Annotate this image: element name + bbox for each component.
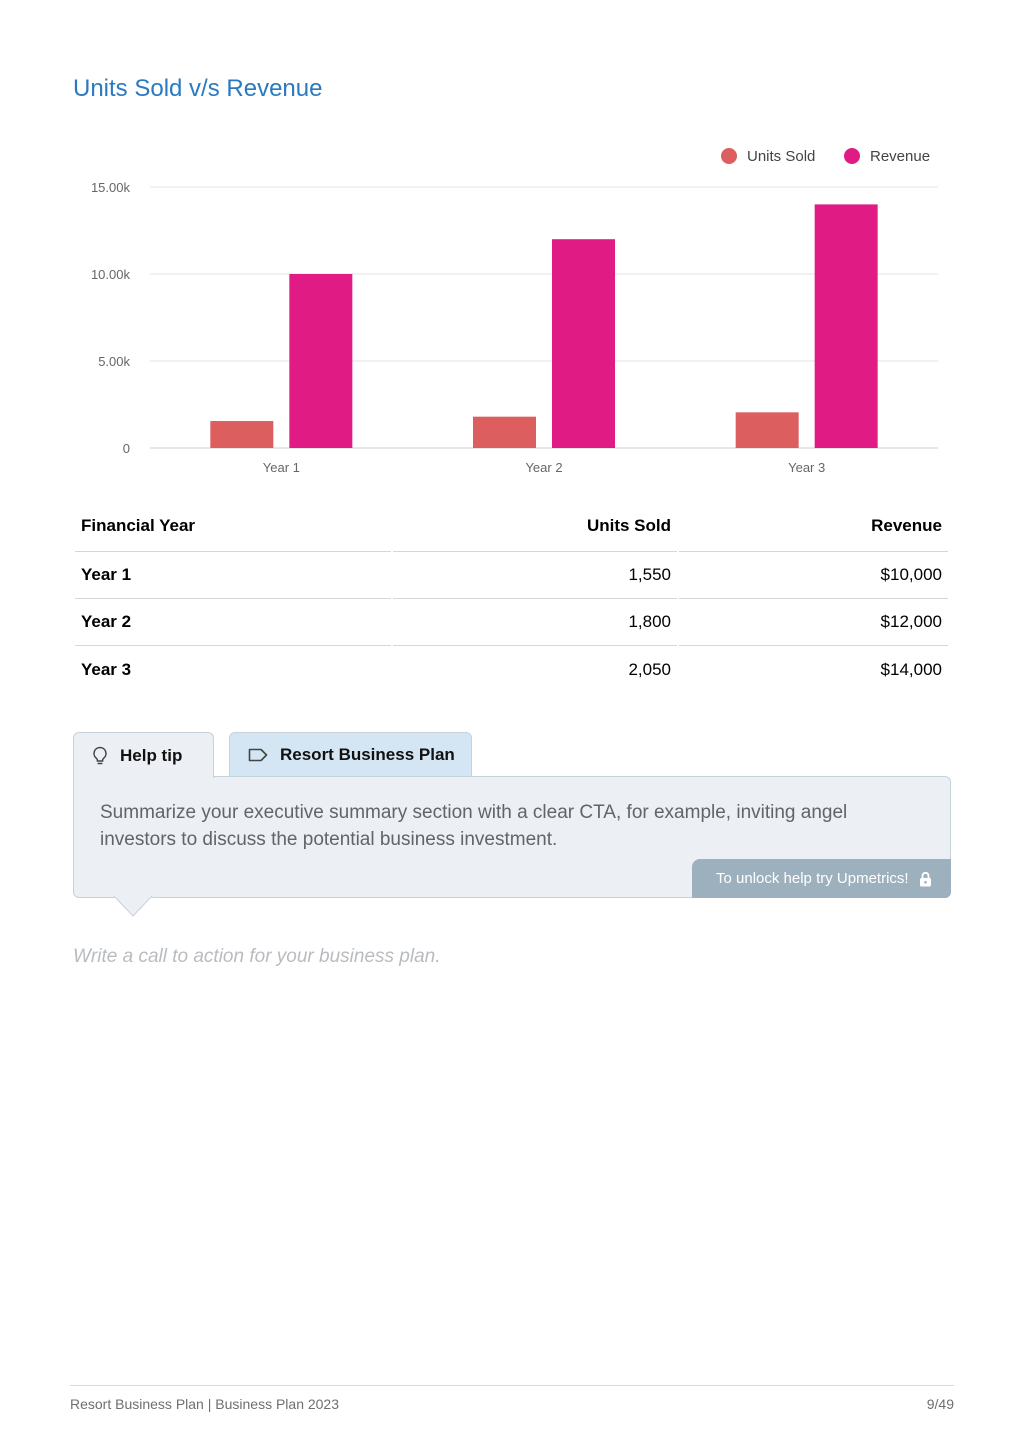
tag-icon	[248, 748, 268, 762]
y-tick-label: 10.00k	[91, 267, 131, 282]
legend-entry: Units Sold	[721, 148, 815, 165]
cell-year: Year 1	[75, 552, 391, 599]
cell-units-sold: 1,800	[393, 599, 677, 646]
header-revenue: Revenue	[679, 500, 948, 552]
cell-units-sold: 2,050	[628, 659, 671, 679]
x-tick-label: Year 3	[788, 460, 825, 475]
table-row: Year 2 1,800 $12,000	[75, 599, 948, 646]
header-units-sold: Units Sold	[393, 500, 677, 552]
unlock-help-label: To unlock help try Upmetrics!	[716, 870, 909, 887]
cell-units-sold: 1,550	[393, 552, 677, 599]
footer-document-title: Resort Business Plan | Business Plan 202…	[70, 1396, 340, 1412]
bar-revenue	[814, 204, 878, 448]
financial-table: Financial Year Units Sold Revenue Year 1…	[73, 500, 950, 693]
table-header-row: Financial Year Units Sold Revenue	[75, 500, 948, 552]
footer-page-number: 9/49	[926, 1396, 954, 1412]
legend-label: Revenue	[870, 148, 930, 165]
help-tip-panel: Summarize your executive summary section…	[73, 776, 951, 898]
legend-swatch	[721, 148, 737, 164]
tab-resort-business-plan-label: Resort Business Plan	[280, 745, 455, 764]
tab-help-tip[interactable]: Help tip	[73, 732, 214, 778]
cell-revenue: $12,000	[679, 599, 948, 646]
units-revenue-chart: 0 5.00k 10.00k 15.00k Year 1 Year 2 Year 3 Unit…	[91, 148, 938, 475]
x-tick-label: Year 2	[525, 460, 562, 475]
cell-revenue: $10,000	[679, 552, 948, 599]
bar-revenue	[289, 274, 353, 448]
legend-swatch	[844, 148, 860, 164]
help-tip-text: Summarize your executive summary section…	[100, 802, 848, 850]
section-title: Units Sold v/s Revenue	[73, 75, 323, 102]
legend-label: Units Sold	[747, 148, 815, 165]
legend-entry: Revenue	[844, 148, 930, 165]
y-tick-label: 5.00k	[98, 354, 130, 369]
unlock-help-button[interactable]: To unlock help try Upmetrics!	[692, 859, 951, 898]
tab-help-tip-label: Help tip	[120, 745, 183, 765]
table-row: Year 1 1,550 $10,000	[75, 552, 948, 599]
y-tick-label: 0	[123, 441, 130, 456]
cell-year: Year 3	[81, 659, 132, 679]
table-row: Year 3 2,050 $14,000	[75, 646, 948, 693]
bar-units-sold	[210, 421, 274, 448]
x-tick-label: Year 1	[263, 460, 300, 475]
cell-year: Year 2	[75, 599, 391, 646]
footer-divider	[70, 1385, 954, 1386]
bar-revenue	[552, 239, 615, 448]
y-tick-label: 15.00k	[91, 180, 131, 195]
lightbulb-icon	[93, 746, 107, 764]
cell-revenue: $14,000	[880, 659, 942, 679]
header-financial-year: Financial Year	[75, 500, 391, 552]
bar-units-sold	[735, 412, 799, 448]
tab-resort-business-plan[interactable]: Resort Business Plan	[229, 732, 472, 777]
cta-placeholder-text[interactable]: Write a call to action for your business…	[73, 946, 441, 967]
lock-icon	[919, 871, 931, 886]
bar-units-sold	[473, 416, 536, 448]
